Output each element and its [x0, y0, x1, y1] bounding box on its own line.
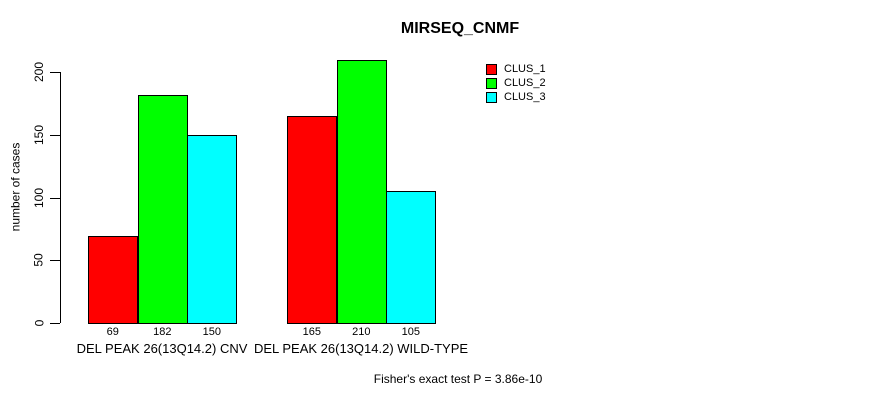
y-tick-mark [50, 72, 60, 73]
legend-item-clus3: CLUS_3 [486, 92, 546, 103]
bar-clus_1-group1 [88, 236, 138, 324]
bar-clus_2-group1 [137, 94, 188, 324]
y-axis-line [60, 72, 61, 323]
clus1-swatch-icon [486, 64, 497, 75]
legend-label: CLUS_3 [504, 91, 546, 103]
bar-clus_3-group2 [386, 191, 436, 324]
bar-clus_1-group2 [287, 115, 337, 324]
legend-item-clus1: CLUS_1 [486, 64, 546, 75]
legend: CLUS_1 CLUS_2 CLUS_3 [486, 64, 546, 106]
y-tick-mark [50, 197, 60, 199]
legend-label: CLUS_1 [504, 63, 546, 75]
y-tick-mark [50, 260, 60, 262]
bar-clus_2-group2 [336, 59, 387, 324]
y-tick-mark [50, 134, 60, 136]
legend-item-clus2: CLUS_2 [486, 78, 546, 89]
bar-clus_3-group1 [187, 134, 237, 324]
y-tick-mark [50, 323, 60, 324]
clus3-swatch-icon [486, 92, 497, 103]
clus2-swatch-icon [486, 78, 497, 89]
legend-label: CLUS_2 [504, 77, 546, 89]
